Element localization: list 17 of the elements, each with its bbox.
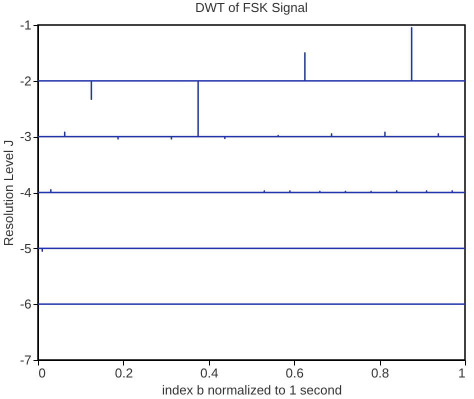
- y-tick-label: -6: [20, 296, 32, 312]
- x-tick-label: 1: [458, 366, 466, 380]
- x-tick-label: 0: [38, 366, 46, 380]
- x-tick-label: 0.6: [286, 366, 304, 380]
- x-tick-label: 0.4: [200, 366, 218, 380]
- x-tick-label: 0.8: [371, 366, 390, 380]
- x-axis-title: index b normalized to 1 second: [162, 382, 342, 398]
- y-tick-label: -4: [20, 185, 32, 200]
- line-series: [37, 27, 466, 138]
- y-tick-label: -5: [20, 240, 32, 256]
- chart-title: DWT of FSK Signal: [195, 0, 308, 15]
- y-tick-label: -2: [20, 73, 32, 88]
- y-tick-label: -3: [20, 129, 32, 144]
- x-tick-label: 0.2: [114, 366, 133, 380]
- y-tick-label: -1: [20, 18, 32, 32]
- y-tick-label: -7: [20, 352, 32, 368]
- y-axis-title: Resolution Level J: [0, 140, 16, 246]
